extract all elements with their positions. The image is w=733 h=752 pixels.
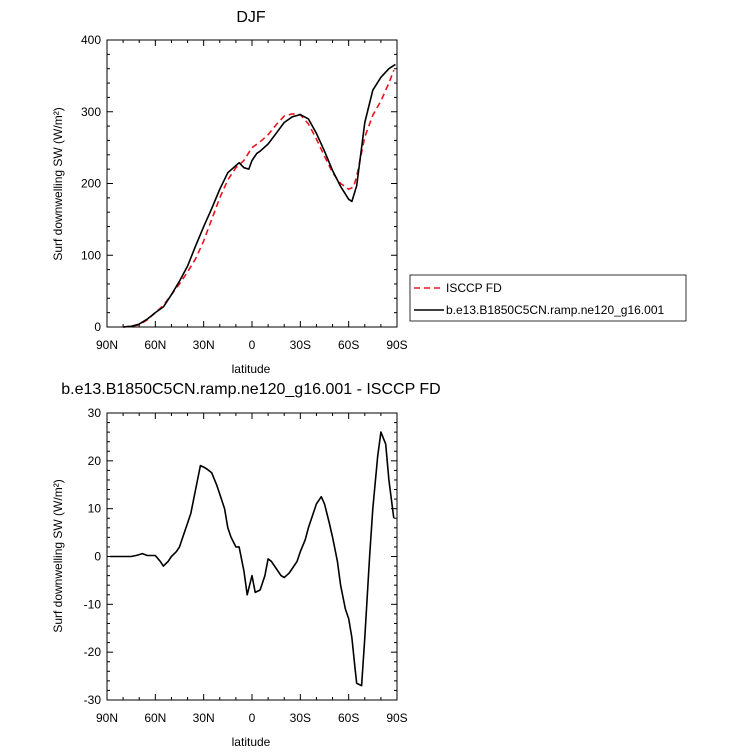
lower-x-tick-label-2: 30N — [193, 711, 215, 725]
upper-x-axis-label: latitude — [232, 362, 271, 376]
upper-x-tick-label-6: 90S — [386, 338, 407, 352]
upper-x-tick-label-1: 60N — [144, 338, 166, 352]
lower-y-axis-label: Surf downwelling SW (W/m²) — [51, 479, 65, 632]
upper-series-line-1 — [123, 63, 396, 328]
lower-x-tick-label-1: 60N — [144, 711, 166, 725]
upper-x-tick-label-0: 90N — [96, 338, 118, 352]
lower-y-tick-label-5: 20 — [88, 454, 102, 468]
lower-y-tick-label-4: 10 — [88, 502, 102, 516]
lower-panel-title: b.e13.B1850C5CN.ramp.ne120_g16.001 - ISC… — [61, 381, 440, 398]
lower-y-tick-label-6: 30 — [88, 406, 102, 420]
lower-x-tick-label-6: 90S — [386, 711, 407, 725]
lower-x-axis-label: latitude — [232, 735, 271, 749]
upper-y-tick-label-3: 300 — [81, 105, 101, 119]
legend-box — [409, 274, 687, 322]
lower-panel-difference: b.e13.B1850C5CN.ramp.ne120_g16.001 - ISC… — [51, 381, 441, 749]
lower-series-line-0 — [110, 431, 395, 687]
lower-y-tick-label-0: -30 — [84, 693, 102, 707]
legend: ISCCP FD b.e13.B1850C5CN.ramp.ne120_g16.… — [409, 274, 687, 322]
lower-y-tick-label-2: -10 — [84, 597, 102, 611]
lower-x-tick-label-3: 0 — [249, 711, 256, 725]
upper-series-line-0 — [123, 69, 395, 328]
lower-x-tick-label-0: 90N — [96, 711, 118, 725]
lower-x-tick-label-4: 30S — [290, 711, 311, 725]
lower-y-tick-label-3: 0 — [94, 550, 101, 564]
legend-label-model: b.e13.B1850C5CN.ramp.ne120_g16.001 — [446, 303, 664, 317]
upper-y-axis-label: Surf downwelling SW (W/m²) — [51, 107, 65, 260]
upper-y-tick-label-2: 200 — [81, 177, 101, 191]
upper-y-tick-label-1: 100 — [81, 248, 101, 262]
lower-y-tick-label-1: -20 — [84, 645, 102, 659]
upper-x-tick-label-4: 30S — [290, 338, 311, 352]
upper-x-tick-label-3: 0 — [249, 338, 256, 352]
upper-y-tick-label-0: 0 — [94, 320, 101, 334]
legend-label-isccp: ISCCP FD — [446, 281, 502, 295]
upper-plot-frame — [106, 39, 398, 328]
upper-plot-area: 90N 60N 30N 0 30S 60S 90S 0 100 200 300 400 — [81, 33, 408, 352]
upper-x-tick-label-2: 30N — [193, 338, 215, 352]
upper-x-tick-label-5: 60S — [338, 338, 359, 352]
upper-y-tick-label-4: 400 — [81, 33, 101, 47]
lower-plot-area: 90N 60N 30N 0 30S 60S 90S -30 -20 -10 0 10 20 30 — [84, 406, 408, 725]
upper-panel-djf: DJF 90N 60N 30N 0 30S 60S 90S 0 100 200 300 400 lat… — [51, 9, 408, 376]
upper-panel-title: DJF — [236, 9, 266, 26]
lower-x-tick-label-5: 60S — [338, 711, 359, 725]
